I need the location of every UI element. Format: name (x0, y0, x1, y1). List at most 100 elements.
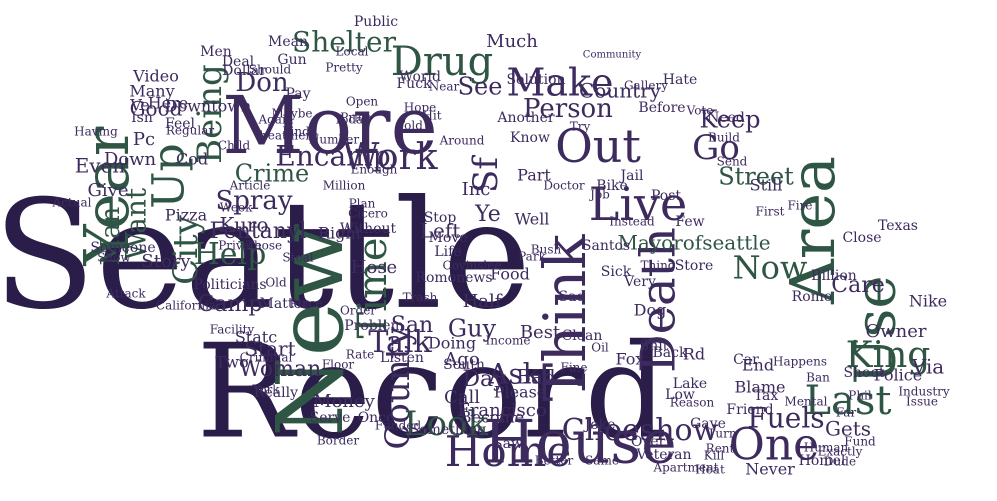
word-use: Use (844, 275, 909, 384)
word-income: Income (486, 334, 531, 348)
word-sick: Sick (601, 264, 632, 280)
word-cod: Cod (176, 150, 208, 169)
word-never: Never (745, 460, 795, 479)
word-try: Try (570, 120, 591, 134)
word-fox: Fox (616, 350, 645, 369)
word-california: California (156, 299, 216, 313)
word-new: New (257, 223, 364, 437)
word-something: Something (410, 422, 487, 438)
word-should: Should (249, 63, 292, 77)
word-over: Over (631, 434, 666, 450)
word-back: Back (653, 345, 688, 361)
word-ye: Ye (474, 202, 501, 227)
word-today: Today (334, 113, 370, 127)
word-vote: Vote (686, 104, 714, 118)
word-solution: Solution (506, 72, 565, 88)
word-shit: Shit (640, 338, 669, 354)
word-king: King (846, 335, 931, 376)
word-two: Two (215, 353, 248, 372)
word-lake: Lake (673, 376, 707, 392)
word-move: Move (429, 230, 468, 246)
word-hose: Hose (351, 257, 397, 278)
word-want: Want (120, 187, 153, 260)
word-think: Think (531, 234, 599, 402)
word-deal: Deal (222, 54, 255, 70)
word-trash: Trash (403, 291, 438, 305)
word-romonews: Romonews (415, 270, 492, 286)
word-rd: Rd (683, 345, 705, 364)
word-gets: Gets (825, 417, 871, 441)
word-seattle: Seattle (0, 169, 531, 343)
word-many: Many (129, 82, 174, 101)
word-help: Help (194, 237, 267, 272)
word-community: Community (583, 50, 642, 61)
word-told: Told (397, 119, 423, 133)
word-funded: Funded (375, 419, 422, 433)
word-again: Again (257, 113, 293, 127)
word-talk: Talk (368, 325, 432, 360)
word-private: Private (218, 239, 262, 253)
word-homel: Homel (799, 453, 846, 469)
word-fentanyl: Fentanyl (210, 219, 307, 244)
word-camp: Camp (198, 292, 263, 317)
word-low: Low (665, 387, 695, 403)
word-hope: Hope (404, 101, 436, 115)
word-clean: Clean (562, 328, 603, 344)
word-life: Life (434, 244, 461, 260)
word-thing: Thing (641, 259, 676, 273)
word-doctor: Doctor (543, 179, 585, 193)
word-same: Same (585, 454, 619, 468)
word-kill: Kill (704, 449, 725, 463)
word-more: More (222, 79, 438, 172)
word-bike: Bike (596, 178, 628, 194)
word-one: One (729, 420, 819, 471)
word-end: End (742, 356, 774, 375)
word-pc: Pc (133, 129, 155, 150)
word-shoot: Shoot (843, 365, 884, 381)
word-live: Live (589, 177, 687, 231)
word-child: Child (218, 139, 251, 153)
word-person: Person (523, 94, 613, 124)
word-gun: Gun (277, 52, 306, 68)
word-statc: Statc (235, 328, 277, 347)
word-mental: Mental (785, 395, 828, 409)
word-job: Job (588, 188, 610, 202)
word-those: Those (246, 239, 282, 253)
word-maybe: Maybe (271, 107, 312, 121)
word-right: Right (318, 224, 363, 243)
word-encamp: Encamp (275, 140, 390, 173)
word-inc: Inc (462, 179, 491, 200)
word-texas: Texas (878, 218, 918, 234)
word-border: Border (317, 434, 360, 448)
word-time: Time (350, 237, 396, 338)
word-friend: Friend (726, 402, 773, 418)
word-treatment: Treatment (254, 129, 318, 143)
word-reason: Reason (670, 396, 715, 410)
word-down: Down (104, 149, 157, 170)
word-start: Start (244, 337, 295, 361)
word-become: Become (460, 408, 524, 427)
word-choeshow: Choeshow (562, 413, 719, 448)
word-covinslee: Covinslee (443, 259, 502, 273)
word-pretty: Pretty (325, 61, 363, 75)
word-san: San (391, 313, 433, 338)
word-don: Don (235, 68, 288, 98)
word-care: Care (831, 273, 885, 298)
word-attack: Attack (105, 287, 146, 301)
word-left: Left (420, 219, 461, 243)
word-drug: Drug (391, 39, 494, 85)
word-world: World (399, 69, 441, 85)
word-store: Store (675, 258, 714, 274)
word-guy: Guy (448, 315, 497, 343)
word-find: Find (282, 125, 310, 139)
word-give: Give (88, 180, 129, 201)
word-county: County (378, 326, 418, 450)
word-shelter: Shelter (292, 26, 397, 59)
word-good: Good (130, 97, 183, 121)
word-old: Old (265, 276, 287, 290)
word-even: Even (75, 154, 126, 178)
word-part: Part (517, 166, 551, 185)
word-another: Another (496, 110, 554, 126)
word-veteran: Veteran (635, 447, 691, 463)
word-listen: Listen (380, 350, 424, 366)
